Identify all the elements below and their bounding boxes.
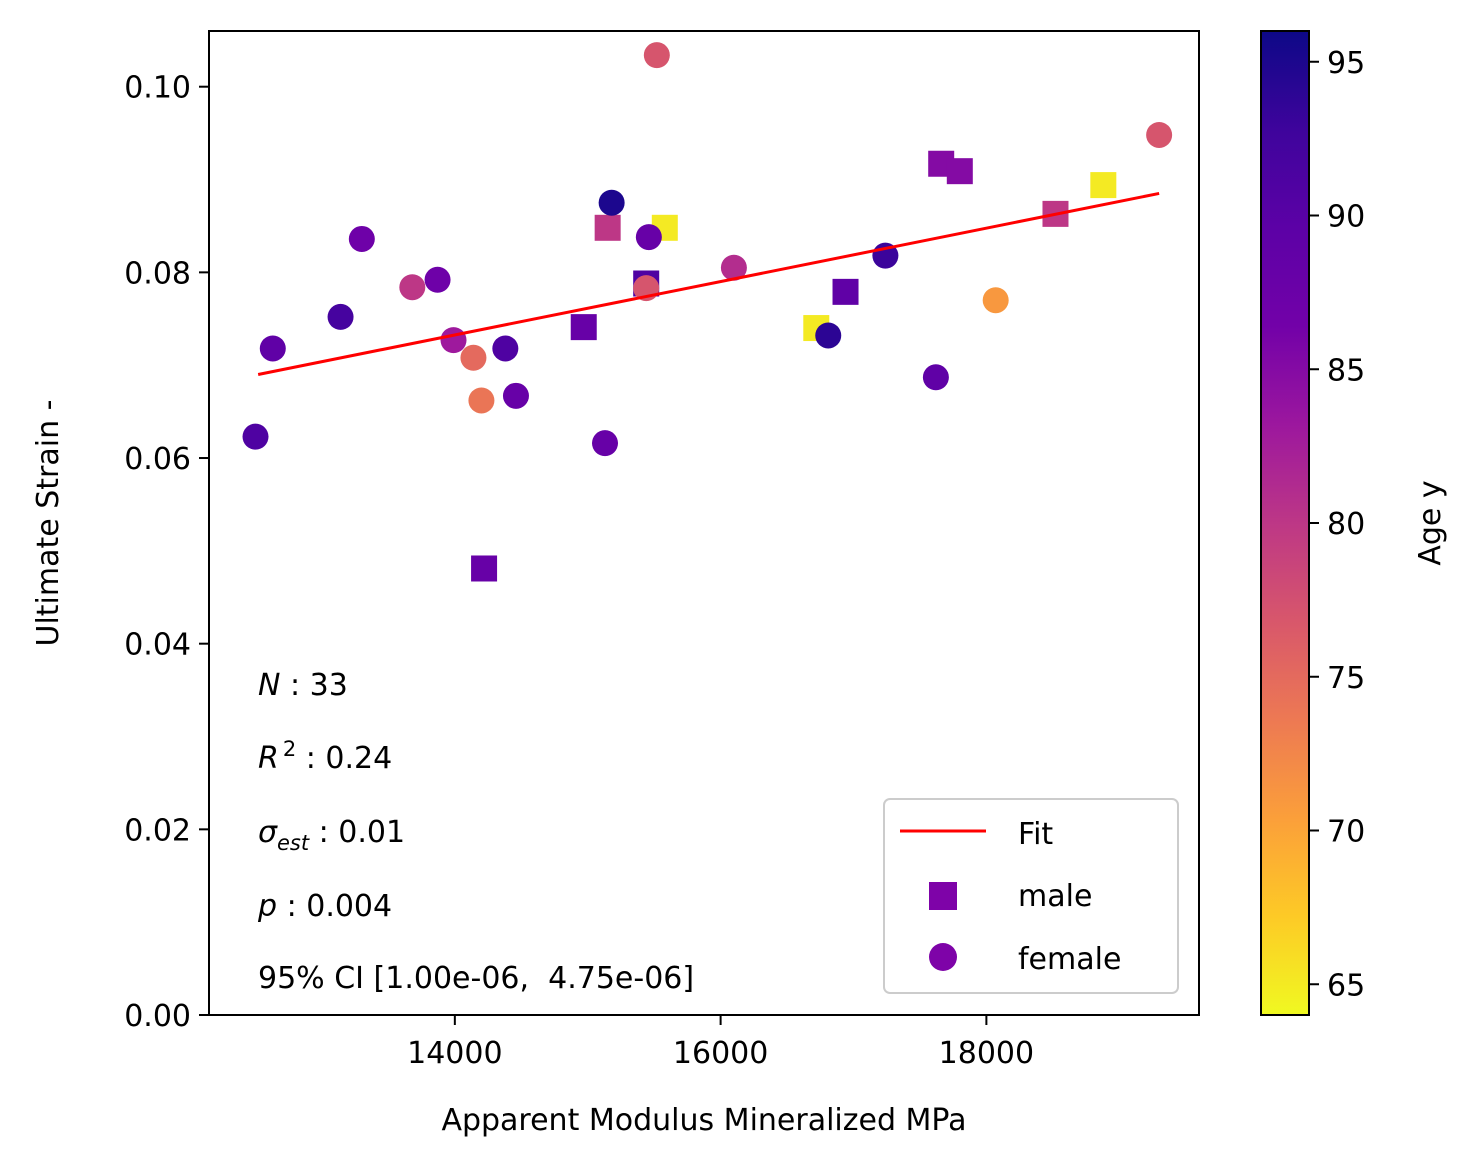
male-marker [594,214,621,241]
female-marker [468,387,495,414]
x-tick-label: 18000 [939,1036,1034,1071]
female-marker [720,254,747,281]
plot-area [242,42,1173,582]
female-marker [440,327,467,354]
female-marker [643,42,670,69]
colorbar-tick-label: 80 [1327,507,1365,542]
female-marker [399,274,426,301]
colorbar-tick-label: 65 [1327,968,1365,1003]
stat-n: N : 33 [258,668,348,703]
female-marker [982,287,1009,314]
stat-n-label: N [258,668,280,703]
x-tick-label: 16000 [673,1036,768,1071]
legend-fit-label: Fit [1018,817,1053,852]
female-marker [492,335,519,362]
male-marker [570,314,597,341]
colorbar-tick-label: 70 [1327,815,1365,850]
female-marker [242,423,269,450]
stat-sigma-sub: est [277,831,310,855]
female-marker [1146,121,1173,148]
female-marker [592,430,618,457]
stat-r2-label: R [258,741,279,776]
y-tick-label: 0.00 [124,999,191,1034]
stat-sigma-value: : 0.01 [309,815,405,850]
stat-r2-sup: 2 [283,737,296,761]
female-marker [922,364,949,391]
male-marker [832,278,859,305]
male-marker [946,158,973,185]
female-marker [635,224,662,251]
female-marker [502,382,529,409]
y-tick-label: 0.10 [124,71,191,106]
y-tick-label: 0.06 [124,442,191,477]
legend-male-label: male [1018,879,1092,914]
colorbar-tick-label: 90 [1327,200,1365,235]
y-tick-label: 0.08 [124,256,191,291]
y-axis-ticks: 0.00 0.02 0.04 0.06 0.08 0.10 [124,71,209,1034]
stat-n-value: : 33 [280,668,347,703]
stat-p-label: p [257,889,277,924]
female-marker [327,303,354,330]
fit-line [257,191,1160,376]
colorbar: 65 70 75 80 85 90 95 Age y [1260,30,1448,1016]
x-axis-ticks: 14000 16000 18000 [407,1015,1034,1071]
x-tick-label: 14000 [407,1036,502,1071]
legend-male-swatch [929,882,957,910]
colorbar-gradient [1260,30,1310,1016]
male-marker [1090,172,1117,199]
legend-frame [883,798,1179,994]
female-marker [598,189,625,216]
stat-sigma: σest : 0.01 [258,815,405,855]
colorbar-tick-label: 75 [1327,661,1365,696]
female-marker [424,266,451,293]
female-marker [259,335,286,362]
legend-female-label: female [1018,942,1121,977]
axes-frame [208,30,1200,1016]
female-marker [348,225,375,252]
y-tick-label: 0.04 [124,628,191,663]
y-tick-label: 0.02 [124,813,191,848]
stat-p-value: : 0.004 [277,889,392,924]
female-marker [460,344,487,371]
colorbar-tick-label: 85 [1327,353,1365,388]
legend-female-swatch [929,943,957,971]
stat-sigma-label: σ [258,815,278,850]
legend: Fit male female [883,798,1179,994]
female-marker [815,322,842,349]
stat-ci: 95% CI [1.00e-06, 4.75e-06] [258,961,694,996]
colorbar-tick-label: 95 [1327,46,1365,81]
y-axis-label: Ultimate Strain - [31,400,66,647]
scatter-markers [242,42,1173,582]
colorbar-ticks: 65 70 75 80 85 90 95 [1309,46,1365,1003]
male-marker [471,555,498,582]
stat-p: p : 0.004 [257,889,392,924]
x-axis-label: Apparent Modulus Mineralized MPa [441,1103,966,1138]
colorbar-label: Age y [1413,480,1448,565]
stat-r2-value: : 0.24 [296,741,392,776]
